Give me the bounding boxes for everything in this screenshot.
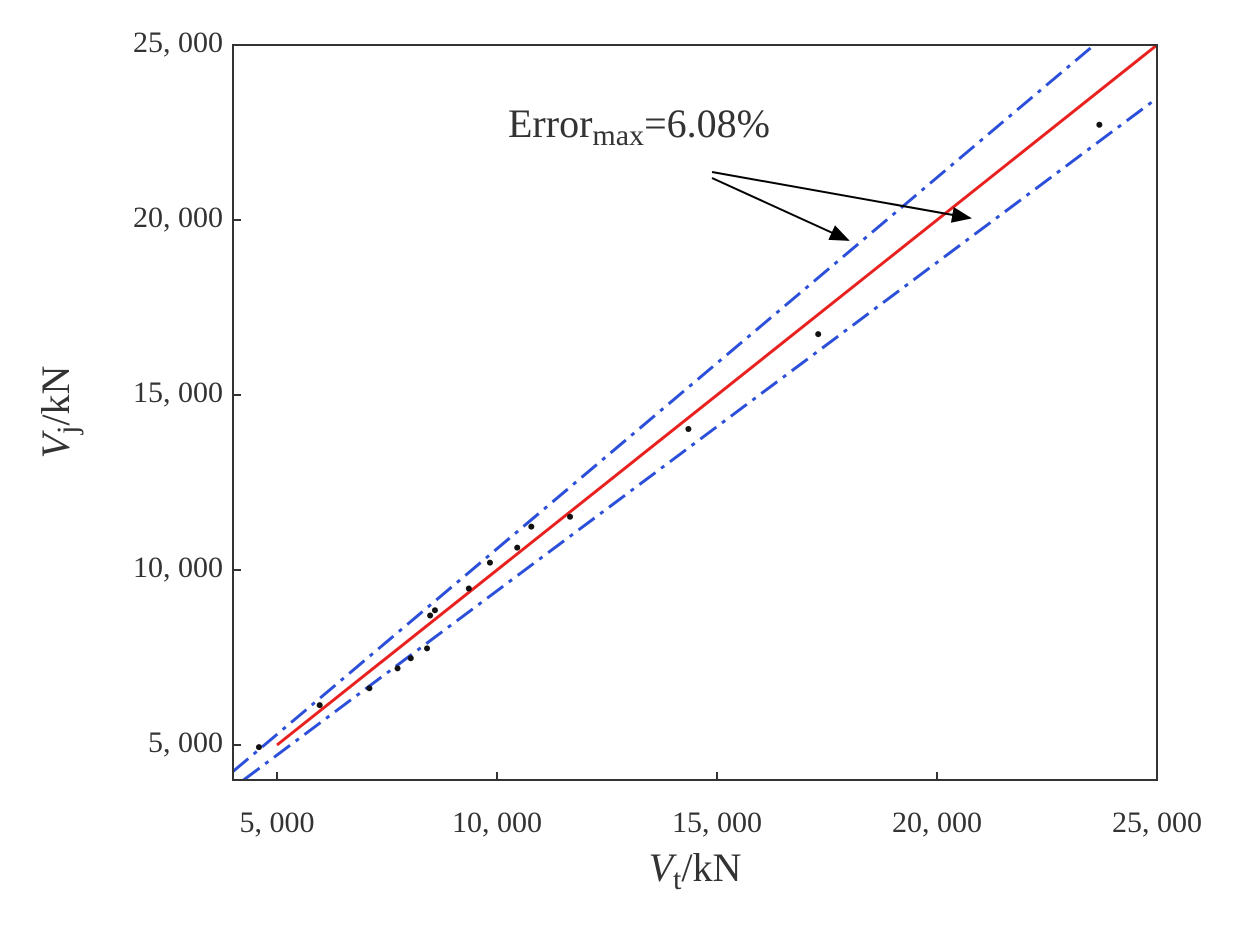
point	[486, 559, 493, 566]
point	[407, 655, 414, 662]
x-label-symbol: V	[649, 845, 678, 890]
point	[465, 585, 472, 592]
annotation-subscript: max	[592, 119, 644, 152]
point	[316, 702, 323, 709]
plot-frame	[232, 44, 1158, 781]
point	[685, 425, 692, 432]
y-tick-label: 15, 000	[133, 376, 223, 409]
x-axis-label: Vt/kN	[649, 845, 742, 896]
y-label-unit: /kN	[33, 366, 78, 426]
x-tick-label: 15, 000	[672, 806, 762, 839]
x-tick-label: 5, 000	[240, 806, 315, 839]
y-label-subscript: j	[51, 426, 84, 435]
annotation-suffix: =6.08%	[644, 101, 770, 146]
point	[424, 645, 431, 652]
point	[815, 331, 822, 338]
y-label-symbol: V	[33, 429, 78, 458]
line	[276, 45, 1157, 747]
annotation-text: Error	[508, 101, 592, 146]
annotation-arrow	[711, 177, 850, 241]
point	[1096, 121, 1103, 128]
point	[366, 685, 373, 692]
x-label-subscript: t	[673, 863, 682, 896]
line	[242, 96, 1157, 780]
x-label-unit: /kN	[681, 845, 741, 890]
x-tick-label: 20, 000	[892, 806, 982, 839]
point	[567, 513, 574, 520]
point	[514, 544, 521, 551]
y-tick-label: 10, 000	[133, 551, 223, 584]
line	[233, 45, 1096, 773]
y-tick-label: 20, 000	[133, 201, 223, 234]
point	[255, 744, 262, 751]
y-tick-label: 25, 000	[133, 26, 223, 59]
point	[431, 607, 438, 614]
y-tick-label: 5, 000	[148, 726, 223, 759]
x-tick-label: 25, 000	[1112, 806, 1202, 839]
y-axis-label: Vj/kN	[33, 366, 84, 459]
annotation-arrow	[711, 171, 972, 223]
point	[528, 523, 535, 530]
plot-area	[233, 45, 1157, 780]
point	[427, 612, 434, 619]
annotation: Errormax=6.08%	[508, 101, 770, 152]
point	[394, 665, 401, 672]
x-tick-label: 10, 000	[452, 806, 542, 839]
